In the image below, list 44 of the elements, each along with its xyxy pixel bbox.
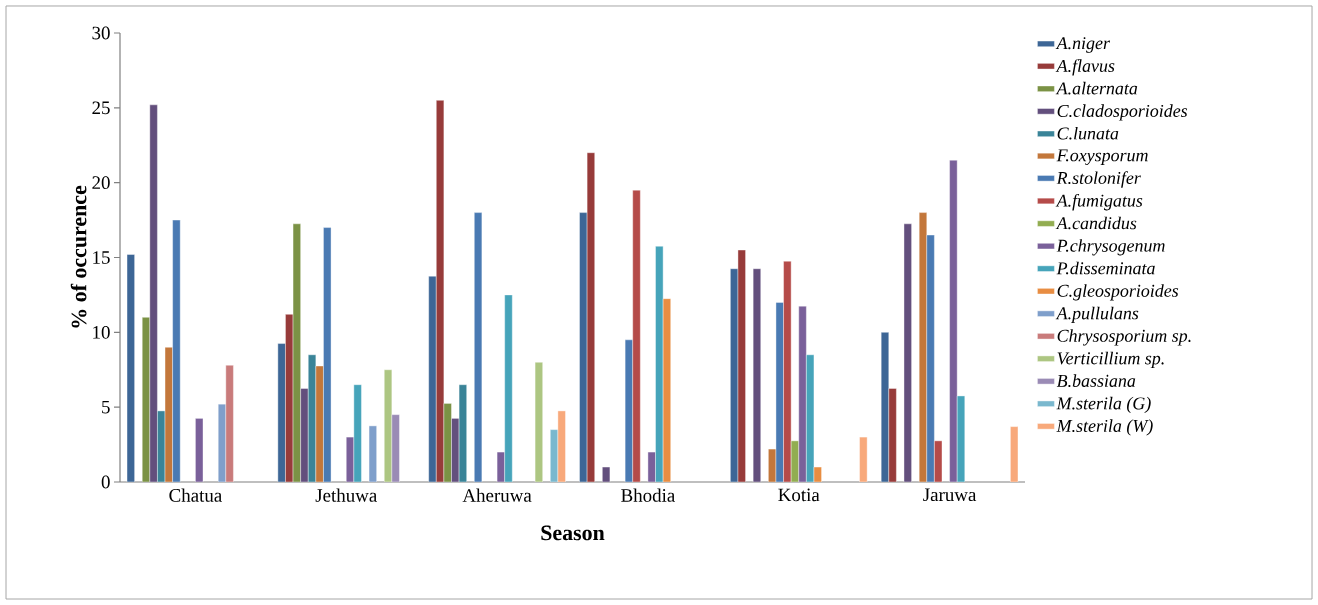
y-tick-label: 20 bbox=[92, 176, 110, 190]
y-tick-label: 15 bbox=[93, 251, 110, 264]
y-tick-label: 5 bbox=[102, 400, 110, 414]
legend-label: A.candidus bbox=[1055, 216, 1137, 230]
legend-label: B.bassiana bbox=[1056, 374, 1136, 387]
legend-label: C.lunata bbox=[1057, 126, 1119, 140]
bar bbox=[300, 388, 309, 482]
y-axis-title: % of occurence bbox=[70, 185, 87, 328]
legend-label: M.sterila (W) bbox=[1056, 419, 1153, 436]
legend-label: C.cladosporioides bbox=[1057, 104, 1188, 121]
legend-label: A.pullulans bbox=[1055, 306, 1139, 323]
bar bbox=[798, 305, 807, 482]
bar bbox=[783, 261, 792, 482]
y-tick-label: 25 bbox=[92, 101, 110, 115]
x-tick-label: Chatua bbox=[169, 488, 222, 502]
x-tick-label: Aheruwa bbox=[462, 488, 532, 502]
x-tick-label: Jaruwa bbox=[923, 488, 977, 502]
y-tick-label: 10 bbox=[93, 325, 110, 339]
x-tick-label: Jethuwa bbox=[315, 488, 377, 502]
bar bbox=[504, 294, 513, 482]
legend-label: Verticillium sp. bbox=[1057, 351, 1164, 369]
legend-label: M.sterila (G) bbox=[1056, 396, 1151, 414]
bar bbox=[949, 160, 958, 482]
legend-label: A.niger bbox=[1055, 37, 1110, 53]
y-tick-label: 30 bbox=[92, 26, 110, 40]
legend-label: A.alternata bbox=[1055, 81, 1138, 95]
x-tick-label: Kotia bbox=[778, 488, 820, 502]
bar bbox=[172, 219, 181, 482]
bar bbox=[926, 234, 935, 482]
legend-label: C.gleosporioides bbox=[1057, 284, 1179, 301]
bar bbox=[632, 189, 641, 482]
bar bbox=[428, 276, 437, 482]
y-tick-label: 0 bbox=[101, 475, 110, 489]
legend-label: P.chrysogenum bbox=[1056, 239, 1165, 256]
x-axis-title: Season bbox=[541, 525, 605, 541]
bar bbox=[149, 104, 158, 482]
legend-label: P.disseminata bbox=[1056, 261, 1155, 275]
legend-label: A.flavus bbox=[1055, 59, 1115, 76]
bar bbox=[888, 388, 897, 482]
legend-label: Chrysosporium sp. bbox=[1057, 329, 1191, 346]
x-tick-label: Bhodia bbox=[621, 488, 675, 502]
legend-label: F.oxysporum bbox=[1056, 149, 1148, 166]
legend-label: R.stolonifer bbox=[1056, 171, 1141, 188]
legend-label: A.fumigatus bbox=[1055, 193, 1143, 211]
